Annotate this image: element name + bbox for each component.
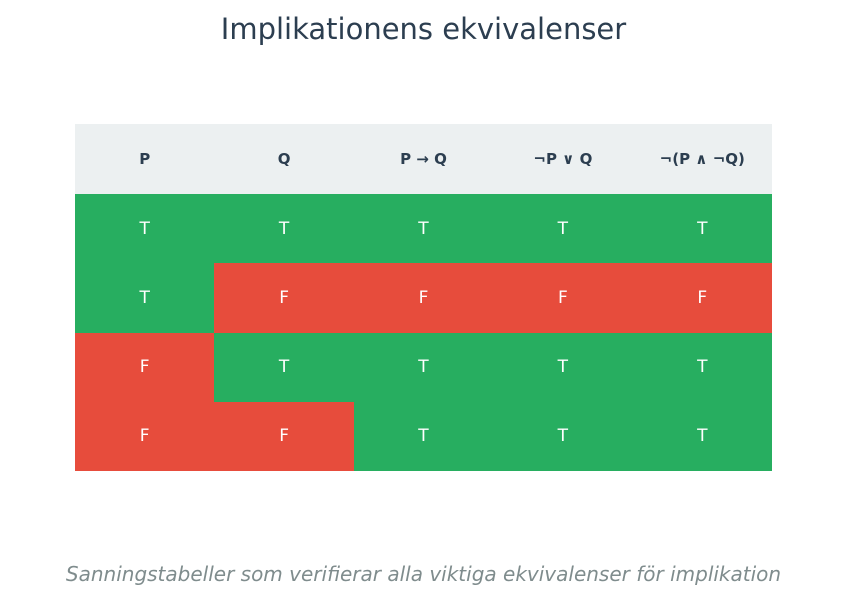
truth-cell: F: [493, 263, 633, 333]
chart-title: Implikationens ekvivalenser: [220, 12, 627, 46]
truth-cell: F: [214, 263, 354, 333]
column-header: P → Q: [353, 124, 494, 194]
truth-cell: F: [214, 401, 354, 471]
column-header: ¬(P ∧ ¬Q): [632, 124, 772, 194]
truth-cell: T: [493, 401, 633, 471]
truth-cell: T: [632, 194, 772, 264]
truth-cell: T: [353, 194, 494, 264]
column-header: ¬P ∨ Q: [493, 124, 633, 194]
truth-cell: F: [75, 401, 215, 471]
truth-cell: T: [214, 332, 354, 402]
truth-cell: T: [493, 332, 633, 402]
truth-cell: T: [353, 401, 494, 471]
truth-cell: T: [632, 401, 772, 471]
truth-cell: T: [353, 332, 494, 402]
truth-cell: T: [214, 194, 354, 264]
truth-cell: F: [632, 263, 772, 333]
truth-cell: F: [75, 332, 215, 402]
column-header: Q: [214, 124, 354, 194]
truth-cell: T: [75, 194, 215, 264]
truth-cell: T: [493, 194, 633, 264]
truth-cell: T: [632, 332, 772, 402]
chart-subtitle: Sanningstabeller som verifierar alla vik…: [65, 562, 782, 586]
column-header: P: [75, 124, 215, 194]
truth-cell: T: [75, 263, 215, 333]
truth-cell: F: [353, 263, 494, 333]
